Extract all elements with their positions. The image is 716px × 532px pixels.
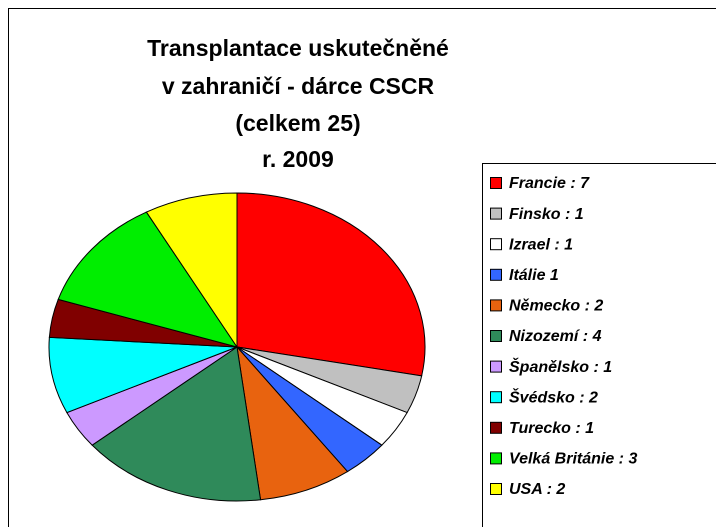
legend-swatch xyxy=(491,392,502,403)
legend-label: Německo : 2 xyxy=(509,298,603,315)
legend-label: USA : 2 xyxy=(509,481,565,498)
legend-swatch xyxy=(491,178,502,189)
legend-swatch xyxy=(491,208,502,219)
legend-label: Francie : 7 xyxy=(509,175,590,192)
legend-swatch xyxy=(491,269,502,280)
legend-label: Turecko : 1 xyxy=(509,420,594,437)
chart-title: v zahraničí - dárce CSCR xyxy=(162,73,435,99)
legend-swatch xyxy=(491,239,502,250)
legend-label: Španělsko : 1 xyxy=(509,357,612,376)
chart-title: (celkem 25) xyxy=(235,110,360,136)
legend-label: Izrael : 1 xyxy=(509,236,573,253)
legend-swatch xyxy=(491,361,502,372)
legend-swatch xyxy=(491,484,502,495)
chart-title: r. 2009 xyxy=(262,146,334,172)
legend-label: Nizozemí : 4 xyxy=(509,328,602,345)
legend-swatch xyxy=(491,453,502,464)
legend-swatch xyxy=(491,331,502,342)
legend-label: Velká Británie : 3 xyxy=(509,451,637,468)
legend-swatch xyxy=(491,422,502,433)
legend-label: Finsko : 1 xyxy=(509,206,584,223)
legend-label: Itálie 1 xyxy=(509,267,559,284)
chart-title: Transplantace uskutečněné xyxy=(147,35,449,61)
legend-swatch xyxy=(491,300,502,311)
legend-label: Švédsko : 2 xyxy=(509,387,598,406)
